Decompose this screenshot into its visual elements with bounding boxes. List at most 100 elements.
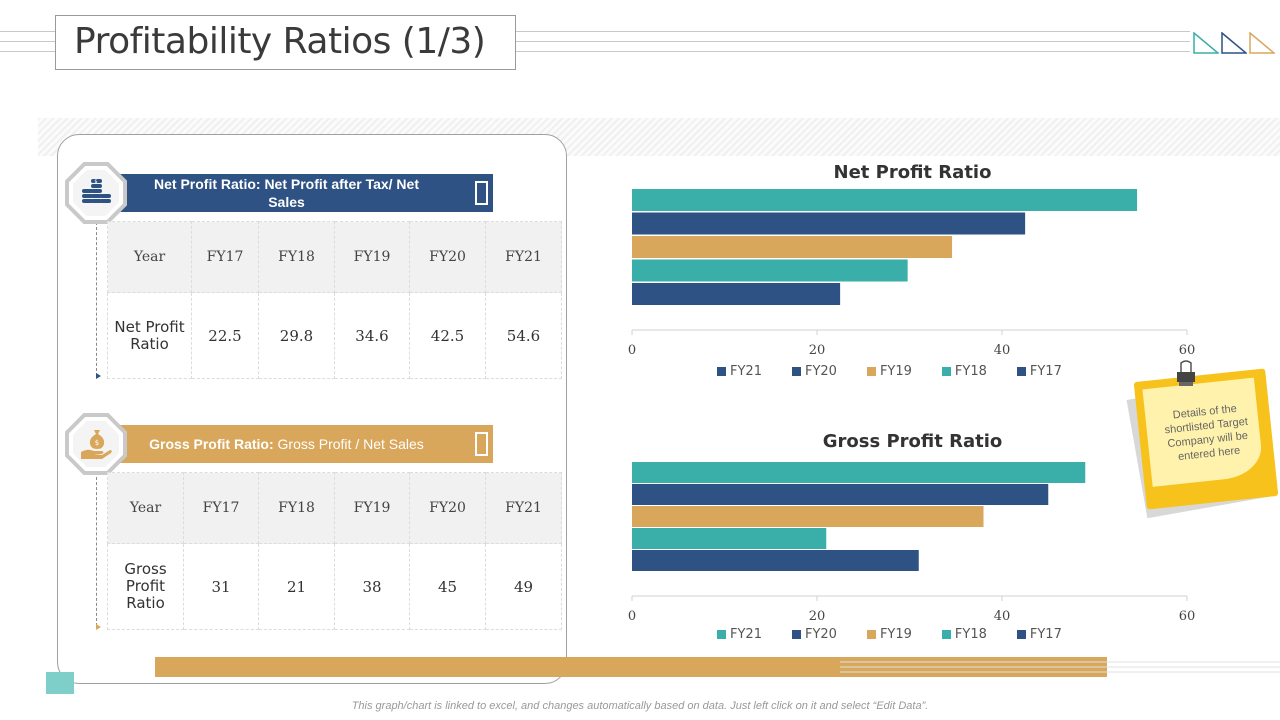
sticky-note: Details of the shortlisted Target Compan… [1126,360,1280,520]
legend-item-fy18[interactable]: FY18 [941,627,987,642]
legend-swatch [941,630,951,639]
triangle-icon [1249,32,1275,54]
net-profit-chart-svg: 0 20 40 60 [628,189,1196,358]
legend-label: FY21 [730,627,762,642]
title-box: Profitability Ratios (1/3) [55,15,516,70]
table-header-cell: FY20 [409,472,486,544]
table-header-cell: FY18 [258,221,335,293]
bar-fy17[interactable] [632,550,919,571]
table-cell: 31 [183,543,259,630]
bar-fy21[interactable] [632,462,1086,483]
table-header-cell: FY19 [334,221,410,293]
legend-item-fy20[interactable]: FY20 [791,627,837,642]
legend-swatch [1016,630,1026,639]
table-cell: 22.5 [191,292,259,379]
net-profit-table: Year FY17 FY18 FY19 FY20 FY21 Net Profit… [107,221,562,379]
gross-profit-table: Year FY17 FY18 FY19 FY20 FY21 Gross Prof… [107,472,562,630]
legend-item-fy21[interactable]: FY21 [717,364,762,379]
net-profit-badge: $ [65,162,127,224]
table-header-cell: FY18 [258,472,335,544]
gross-profit-banner-rest: Gross Profit / Net Sales [273,436,424,452]
table-cell: 42.5 [409,292,486,379]
x-tick-label: 60 [1179,343,1196,358]
bar-fy19[interactable] [632,506,984,527]
table-header-cell: FY21 [485,221,562,293]
gross-profit-chart: Gross Profit Ratio 0 20 40 60 FY21 FY20 FY19 F… [600,427,1220,657]
table-row: Net Profit Ratio 22.5 29.8 34.6 42.5 54.… [107,292,562,379]
legend-swatch [791,630,801,639]
connector-line [96,222,97,376]
legend-swatch [717,367,726,376]
net-profit-banner: Net Profit Ratio: Net Profit after Tax/ … [120,174,493,212]
table-header-cell: Year [107,221,192,293]
legend-swatch [866,367,876,376]
connector-arrow [96,624,101,630]
table-header-cell: FY17 [183,472,259,544]
chart-legend[interactable]: FY21 FY20 FY19 FY18 FY17 [717,627,1092,642]
bar-fy19[interactable] [632,236,953,258]
money-bag-hand-icon: $ [81,430,112,459]
table-cell: 29.8 [258,292,335,379]
net-profit-chart: Net Profit Ratio 0 20 40 60 FY21 FY20 FY19 FY1… [600,158,1220,388]
legend-label: FY17 [1029,627,1062,642]
legend-swatch [941,367,951,376]
table-row: Gross Profit Ratio 31 21 38 45 49 [107,543,562,630]
header-line [0,31,1190,32]
table-cell: 49 [485,543,562,630]
bar-fy21[interactable] [632,189,1138,211]
connector-line [96,472,97,626]
chart-title: Gross Profit Ratio [822,431,1003,452]
table-header-row: Year FY17 FY18 FY19 FY20 FY21 [107,472,562,544]
bar-fy18[interactable] [632,259,908,282]
table-cell: 45 [409,543,486,630]
table-header-cell: FY17 [191,221,259,293]
page-title: Profitability Ratios (1/3) [74,21,486,62]
bar-fy20[interactable] [632,484,1049,505]
table-header-row: Year FY17 FY18 FY19 FY20 FY21 [107,221,562,293]
chart-legend[interactable]: FY21 FY20 FY19 FY18 FY17 [717,364,1092,379]
legend-item-fy17[interactable]: FY17 [1016,364,1062,379]
svg-text:$: $ [94,179,97,185]
x-tick-label: 0 [628,343,636,358]
legend-item-fy19[interactable]: FY19 [866,627,912,642]
legend-label: FY20 [804,627,837,642]
bar-fy17[interactable] [632,283,841,305]
gross-profit-badge: $ [65,413,127,475]
legend-label: FY19 [879,364,912,379]
legend-swatch [1016,367,1026,376]
gross-profit-chart-svg: 0 20 40 60 [628,462,1195,624]
triangle-icon [1193,32,1219,54]
legend-label: FY19 [879,627,912,642]
legend-item-fy21[interactable]: FY21 [717,627,762,642]
coins-stack-icon: $ [82,179,111,203]
connector-arrow [96,373,101,379]
bar-fy18[interactable] [632,528,827,549]
legend-label: FY17 [1029,364,1062,379]
legend-label: FY20 [804,364,837,379]
x-tick-label: 40 [994,343,1011,358]
banner-marker [475,432,488,456]
legend-item-fy18[interactable]: FY18 [941,364,987,379]
row-label: Net Profit Ratio [107,292,192,379]
net-profit-banner-text: Net Profit Ratio: Net Profit after Tax/ … [154,176,419,210]
row-label: Gross Profit Ratio [107,543,184,630]
legend-label: FY18 [954,364,987,379]
gross-profit-banner-text: Gross Profit Ratio: Gross Profit / Net S… [149,435,424,453]
x-tick-label: 0 [628,609,636,624]
svg-text:$: $ [95,439,99,447]
gross-profit-banner-bold: Gross Profit Ratio: [149,436,274,452]
gross-profit-banner: Gross Profit Ratio: Gross Profit / Net S… [120,425,493,463]
legend-swatch [717,630,726,639]
legend-item-fy17[interactable]: FY17 [1016,627,1062,642]
table-cell: 54.6 [485,292,562,379]
table-cell: 34.6 [334,292,410,379]
header-line [0,51,1190,52]
triangle-icon [1221,32,1247,54]
legend-item-fy19[interactable]: FY19 [866,364,912,379]
table-header-cell: Year [107,472,184,544]
teal-square [46,672,74,694]
bar-fy20[interactable] [632,212,1026,235]
sticky-note-text: Details of the shortlisted Target Compan… [1164,402,1249,464]
banner-marker [475,181,488,205]
legend-item-fy20[interactable]: FY20 [791,364,837,379]
